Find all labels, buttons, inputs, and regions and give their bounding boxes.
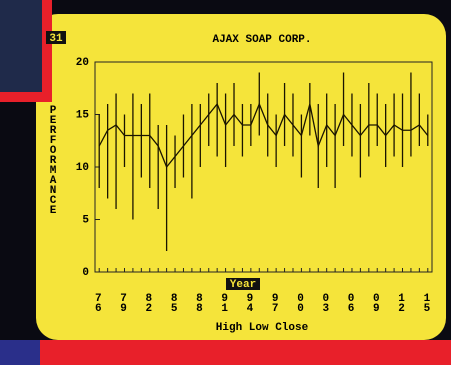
x-tick-label: 03 — [320, 293, 332, 313]
subtitle: High Low Close — [216, 322, 309, 334]
y-tick-label: 5 — [82, 214, 89, 226]
x-tick-label: 88 — [193, 293, 205, 313]
x-tick-label: 79 — [118, 293, 130, 313]
x-tick-label: 76 — [92, 293, 104, 313]
x-tick-label: 82 — [143, 293, 155, 313]
x-tick-label: 00 — [295, 293, 307, 313]
corner-blue — [0, 0, 42, 92]
x-tick-label: 09 — [370, 293, 382, 313]
y-axis-label: PERFORMANCE — [47, 105, 59, 215]
chart-title: AJAX SOAP CORP. — [212, 34, 311, 46]
x-tick-label: 97 — [269, 293, 281, 313]
x-tick-label: 12 — [396, 293, 408, 313]
badge: 31 — [49, 33, 63, 45]
screen: 31 AJAX SOAP CORP. PERFORMANCE Year High… — [0, 0, 451, 365]
x-tick-label: 85 — [168, 293, 180, 313]
y-tick-label: 0 — [82, 267, 89, 279]
y-tick-label: 10 — [76, 162, 89, 174]
y-tick-label: 15 — [76, 109, 90, 121]
bottom-blue — [0, 340, 40, 365]
x-tick-label: 91 — [219, 293, 231, 313]
x-tick-label: 15 — [421, 293, 433, 313]
x-axis-label: Year — [230, 279, 256, 291]
bottom-strip — [0, 340, 451, 365]
x-tick-label: 94 — [244, 293, 256, 313]
y-tick-label: 20 — [76, 57, 89, 69]
x-tick-label: 06 — [345, 293, 357, 313]
crt-screen — [36, 14, 446, 340]
